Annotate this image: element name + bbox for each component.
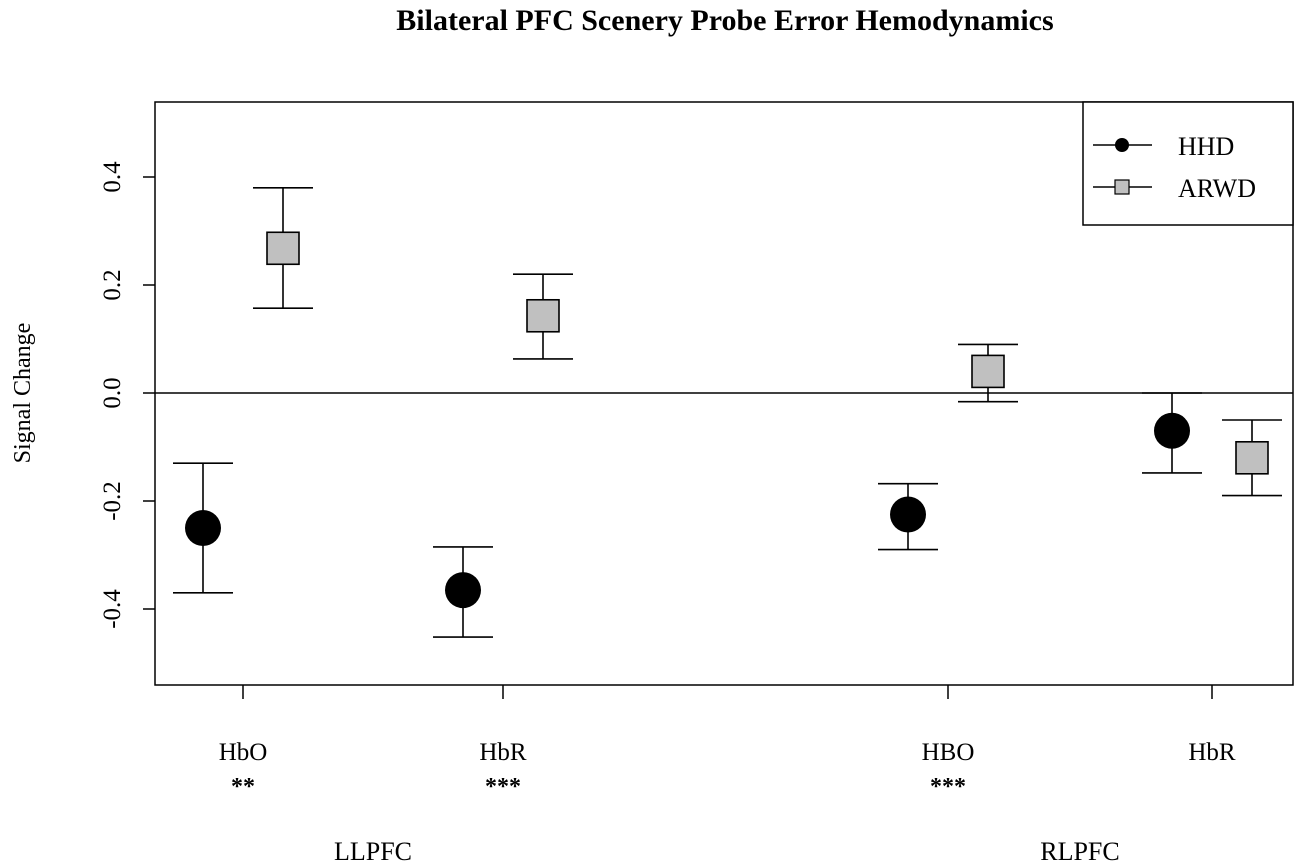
legend-box [1082, 101, 1294, 226]
x-tick-label: HbO [219, 739, 268, 766]
y-tick-label: 0.0 [99, 377, 126, 408]
data-point [1154, 412, 1190, 449]
y-axis: -0.4 -0.2 0.0 0.2 0.4 [99, 161, 155, 629]
legend: HHD ARWD [1082, 101, 1294, 226]
region-label: LLPFC [334, 837, 412, 866]
x-axis: HbO ** HbR *** HBO *** HbR LLPFC RLPFC [219, 685, 1236, 866]
legend-marker-hhd [1115, 138, 1129, 152]
series-layer [173, 187, 1282, 638]
y-tick-label: -0.4 [99, 589, 126, 629]
data-point [266, 231, 300, 266]
y-tick-label: -0.2 [99, 481, 126, 521]
data-point [890, 496, 926, 533]
x-tick-label: HBO [922, 739, 975, 766]
chart-title: Bilateral PFC Scenery Probe Error Hemody… [396, 4, 1053, 37]
y-axis-label: Signal Change [10, 323, 36, 464]
data-point [971, 354, 1005, 389]
x-tick-label: HbR [1188, 739, 1236, 766]
significance-label: *** [485, 774, 521, 800]
significance-label: *** [930, 774, 966, 800]
y-tick-label: 0.2 [99, 269, 126, 300]
data-point [445, 572, 481, 609]
legend-label-arwd: ARWD [1178, 174, 1256, 203]
data-point [526, 298, 560, 333]
data-point [185, 510, 221, 546]
significance-label: ** [231, 774, 255, 800]
series-hhd [173, 392, 1202, 638]
y-tick-label: 0.4 [99, 161, 126, 193]
x-tick-label: HbR [479, 739, 527, 766]
series-arwd [253, 187, 1282, 497]
data-point [1235, 440, 1269, 475]
region-label: RLPFC [1040, 837, 1120, 866]
legend-marker-arwd [1114, 179, 1130, 195]
legend-label-hhd: HHD [1178, 132, 1234, 161]
